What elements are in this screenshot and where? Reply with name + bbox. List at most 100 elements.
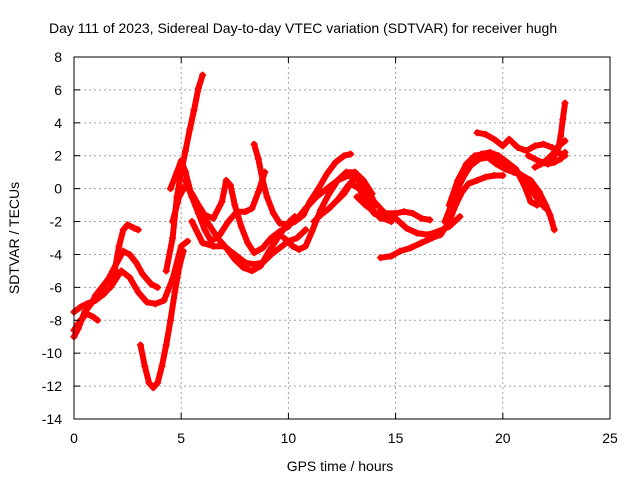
data-point — [259, 244, 267, 252]
data-point — [83, 310, 91, 318]
series-trace-15 — [336, 171, 434, 224]
data-point — [224, 218, 232, 226]
data-point — [334, 176, 342, 184]
data-point — [263, 193, 271, 201]
y-tick-label: 0 — [54, 181, 62, 197]
data-point — [295, 246, 303, 254]
data-point — [276, 219, 284, 227]
data-point — [239, 264, 247, 272]
data-point — [162, 267, 170, 275]
data-point — [462, 163, 470, 171]
y-tick-label: -6 — [50, 279, 63, 295]
x-axis-title: GPS time / hours — [287, 458, 394, 474]
data-point — [542, 204, 550, 212]
data-point — [546, 211, 554, 219]
data-point — [89, 313, 97, 321]
data-point — [293, 234, 301, 242]
data-point — [413, 229, 421, 237]
data-point — [237, 222, 245, 230]
ticks — [73, 56, 611, 420]
data-point — [289, 242, 297, 250]
data-point — [514, 144, 522, 151]
data-point — [190, 106, 198, 114]
data-point — [199, 71, 207, 79]
data-point — [310, 218, 318, 226]
data-point — [531, 142, 539, 150]
data-point — [308, 227, 316, 235]
data-point — [473, 176, 481, 184]
data-point — [469, 155, 477, 163]
data-point — [205, 221, 213, 229]
data-point — [477, 150, 485, 158]
data-point — [302, 242, 310, 250]
data-point — [136, 341, 144, 349]
data-point — [248, 267, 256, 275]
data-point — [169, 218, 177, 226]
data-point — [503, 158, 511, 166]
data-point — [139, 270, 147, 278]
data-point — [353, 171, 361, 179]
data-point — [98, 283, 106, 291]
data-point — [267, 234, 275, 242]
data-point — [254, 188, 262, 196]
data-point — [392, 214, 400, 222]
data-point — [194, 84, 202, 92]
data-point — [426, 216, 434, 224]
chart-title: Day 111 of 2023, Sidereal Day-to-day VTE… — [49, 20, 557, 36]
data-point — [355, 185, 363, 193]
data-point — [177, 157, 185, 165]
data-point — [314, 185, 322, 193]
data-point — [147, 280, 155, 288]
data-point — [231, 250, 239, 258]
data-point — [525, 152, 533, 160]
data-point — [291, 218, 299, 226]
data-point — [130, 224, 138, 232]
x-tick-label: 0 — [70, 430, 78, 446]
data-point — [505, 135, 513, 143]
data-point — [417, 239, 425, 247]
data-point — [199, 239, 207, 247]
data-point — [250, 249, 258, 257]
data-point — [332, 158, 340, 166]
data-point — [362, 201, 370, 209]
data-point — [302, 226, 310, 234]
data-point — [499, 171, 507, 179]
data-point — [188, 193, 196, 201]
data-point — [362, 181, 370, 189]
data-point — [100, 290, 108, 298]
data-point — [94, 316, 102, 324]
data-point — [276, 244, 284, 252]
data-point — [512, 165, 520, 173]
data-point — [248, 204, 256, 212]
y-tick-label: -8 — [50, 312, 63, 328]
data-point — [445, 201, 453, 209]
data-point — [458, 188, 466, 196]
series-trace-4 — [106, 221, 142, 291]
data-point — [537, 160, 545, 168]
data-point — [522, 147, 530, 155]
data-point — [181, 176, 189, 184]
x-tick-label: 20 — [495, 430, 511, 446]
data-point — [166, 185, 174, 193]
data-point — [370, 198, 378, 206]
data-point — [154, 283, 162, 291]
x-tick-label: 25 — [602, 430, 618, 446]
data-point — [544, 155, 552, 163]
data-point — [227, 181, 235, 189]
series-trace-7 — [166, 157, 269, 245]
data-point — [344, 171, 352, 179]
y-tick-label: -14 — [42, 411, 62, 427]
data-point — [407, 244, 415, 252]
data-point — [437, 231, 445, 239]
data-point — [117, 267, 125, 275]
plot-frame — [73, 56, 611, 420]
data-point — [158, 362, 166, 370]
data-point — [151, 300, 159, 308]
data-point — [550, 158, 558, 166]
x-tick-label: 10 — [281, 430, 297, 446]
data-point — [428, 234, 436, 242]
data-point — [533, 201, 541, 209]
data-point — [520, 181, 528, 189]
